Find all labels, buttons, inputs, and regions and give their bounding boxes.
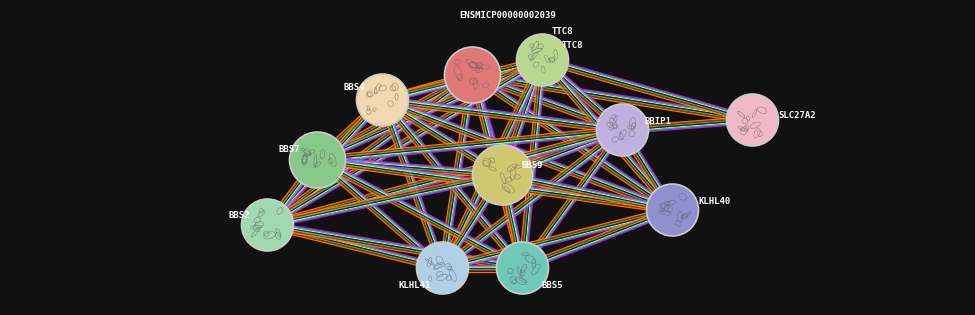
Circle shape — [242, 199, 293, 251]
Circle shape — [290, 132, 345, 188]
Text: TTC8: TTC8 — [562, 41, 583, 49]
Text: KLHL41: KLHL41 — [399, 282, 431, 290]
Circle shape — [416, 242, 469, 294]
Text: BBS7: BBS7 — [279, 146, 300, 154]
Text: BBS4: BBS4 — [344, 83, 366, 93]
Circle shape — [597, 104, 648, 156]
Text: BBS9: BBS9 — [522, 161, 543, 169]
Circle shape — [726, 94, 778, 146]
Text: BBIP1: BBIP1 — [644, 117, 671, 127]
Circle shape — [496, 242, 549, 294]
Circle shape — [473, 145, 532, 205]
Text: BBS5: BBS5 — [542, 282, 564, 290]
Text: BBS2: BBS2 — [229, 210, 251, 220]
Circle shape — [357, 74, 409, 126]
Text: TTC8: TTC8 — [552, 27, 573, 37]
Circle shape — [445, 47, 500, 103]
Text: KLHL40: KLHL40 — [698, 198, 730, 207]
Circle shape — [646, 184, 698, 236]
Text: ENSMICP00000002039: ENSMICP00000002039 — [459, 10, 556, 20]
Text: SLC27A2: SLC27A2 — [779, 111, 816, 119]
Circle shape — [517, 34, 568, 86]
